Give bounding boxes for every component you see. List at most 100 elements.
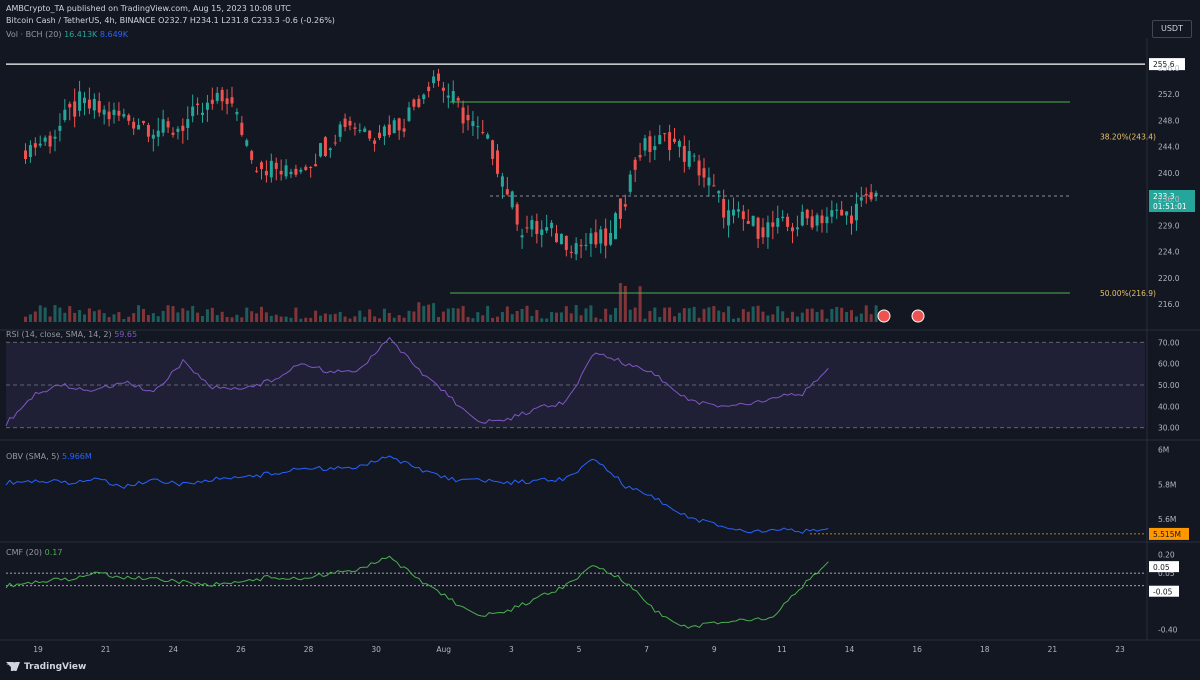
volume-bar bbox=[323, 313, 327, 322]
candle-body bbox=[874, 192, 878, 197]
time-axis-label: 11 bbox=[777, 645, 787, 654]
volume-bar bbox=[338, 311, 342, 322]
candle-body bbox=[412, 99, 416, 107]
candle-body bbox=[471, 121, 475, 127]
obv-badge bbox=[1149, 527, 1189, 540]
obv-axis-label: 5.6M bbox=[1158, 515, 1176, 524]
volume-bar bbox=[864, 305, 868, 322]
volume-bar bbox=[78, 309, 82, 322]
volume-bar bbox=[225, 317, 229, 322]
volume-bar bbox=[677, 312, 681, 322]
volume-bar bbox=[422, 305, 426, 322]
volume-bar bbox=[378, 318, 381, 322]
volume-bar bbox=[604, 308, 608, 322]
volume-bar bbox=[43, 307, 47, 322]
candle-body bbox=[225, 98, 229, 104]
event-flag-icon bbox=[911, 309, 925, 323]
volume-bar bbox=[761, 311, 765, 322]
candle-body bbox=[382, 126, 386, 137]
candle-body bbox=[840, 209, 844, 216]
volume-bar bbox=[432, 303, 436, 322]
volume-bar bbox=[638, 286, 642, 322]
volume-label: Vol · BCH (20) bbox=[6, 30, 62, 39]
candle-body bbox=[142, 120, 145, 123]
candle-body bbox=[255, 170, 259, 172]
volume-bar bbox=[535, 310, 539, 322]
time-axis-label: 18 bbox=[980, 645, 990, 654]
candle-body bbox=[623, 204, 627, 207]
candle-body bbox=[319, 143, 322, 157]
candle-body bbox=[751, 215, 755, 226]
volume-bar bbox=[564, 306, 568, 322]
candle-body bbox=[373, 140, 377, 144]
volume-bar bbox=[609, 314, 613, 322]
candle-body bbox=[363, 128, 367, 132]
candle-body bbox=[791, 227, 794, 232]
candle-body bbox=[122, 114, 126, 117]
candle-body bbox=[107, 111, 111, 120]
volume-bar bbox=[53, 305, 57, 322]
cmf-label: CMF (20) bbox=[6, 548, 43, 557]
candle-body bbox=[766, 222, 770, 238]
candle-body bbox=[761, 227, 765, 238]
volume-bar bbox=[63, 312, 67, 322]
time-axis-label: 19 bbox=[33, 645, 43, 654]
cmf-badge bbox=[1149, 561, 1179, 573]
volume-bar bbox=[382, 308, 386, 322]
volume-bar bbox=[417, 302, 421, 322]
cmf-badge-text: 0.05 bbox=[1153, 563, 1170, 572]
volume-bar bbox=[623, 286, 627, 322]
obv-axis-label: 5.8M bbox=[1158, 480, 1176, 489]
candle-body bbox=[186, 119, 190, 128]
price-axis-label: 236.0 bbox=[1158, 195, 1180, 204]
rsi-legend[interactable]: RSI (14, close, SMA, 14, 2) 59.65 bbox=[6, 330, 137, 339]
candle-body bbox=[756, 217, 760, 239]
volume-bar bbox=[176, 312, 180, 322]
cmf-badge bbox=[1149, 585, 1179, 597]
volume-bar bbox=[407, 310, 411, 322]
candle-body bbox=[781, 216, 785, 219]
candle-body bbox=[397, 118, 401, 131]
candle-body bbox=[314, 164, 318, 167]
tradingview-logo[interactable]: TradingView bbox=[6, 662, 86, 672]
candle-body bbox=[137, 124, 141, 130]
volume-bar bbox=[746, 311, 750, 322]
candle-body bbox=[776, 218, 780, 227]
volume-bar bbox=[319, 315, 322, 322]
candle-body bbox=[112, 109, 116, 115]
candle-body bbox=[299, 169, 303, 172]
candle-body bbox=[461, 107, 465, 124]
chart-grid bbox=[0, 38, 1200, 641]
candle-body bbox=[697, 160, 701, 176]
volume-bar bbox=[137, 305, 141, 322]
volume-bar bbox=[830, 308, 834, 322]
volume-bar bbox=[146, 315, 150, 322]
price-axis-label: 229.0 bbox=[1158, 221, 1180, 230]
obv-legend[interactable]: OBV (SMA, 5) 5.966M bbox=[6, 452, 92, 461]
volume-bar bbox=[712, 305, 716, 322]
candle-body bbox=[117, 110, 121, 116]
candle-body bbox=[269, 160, 273, 178]
candle-body bbox=[569, 251, 573, 253]
volume-bar bbox=[142, 308, 145, 322]
volume-bar bbox=[805, 308, 809, 322]
volume-bar bbox=[132, 313, 136, 322]
candle-body bbox=[564, 235, 568, 250]
volume-bar bbox=[28, 314, 32, 322]
candle-body bbox=[151, 134, 155, 139]
volume-bar bbox=[776, 306, 780, 322]
candle-body bbox=[727, 210, 731, 226]
obv-line bbox=[5, 455, 829, 535]
volume-bar bbox=[456, 308, 460, 322]
volume-bar bbox=[815, 311, 819, 322]
volume-bar bbox=[451, 308, 455, 322]
volume-bar bbox=[481, 315, 485, 322]
volume-bar bbox=[574, 305, 578, 322]
currency-button[interactable]: USDT bbox=[1152, 20, 1192, 38]
cmf-legend[interactable]: CMF (20) 0.17 bbox=[6, 548, 62, 557]
time-axis-label: 23 bbox=[1115, 645, 1125, 654]
candle-body bbox=[609, 232, 613, 245]
volume-bar bbox=[314, 310, 318, 322]
time-axis-label: 30 bbox=[371, 645, 381, 654]
